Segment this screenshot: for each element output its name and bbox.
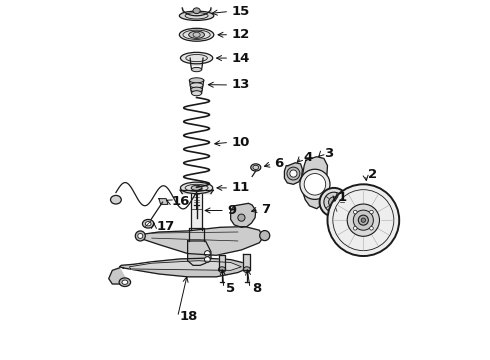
Ellipse shape: [189, 31, 204, 39]
Ellipse shape: [358, 215, 368, 225]
Ellipse shape: [287, 167, 300, 180]
Text: 5: 5: [226, 282, 235, 295]
Ellipse shape: [219, 267, 225, 273]
Ellipse shape: [192, 91, 201, 96]
Text: 11: 11: [231, 181, 249, 194]
Polygon shape: [302, 157, 327, 209]
Ellipse shape: [111, 195, 122, 204]
Ellipse shape: [143, 220, 154, 228]
Ellipse shape: [193, 8, 200, 14]
Text: 7: 7: [261, 203, 270, 216]
Ellipse shape: [353, 210, 373, 230]
Ellipse shape: [138, 233, 143, 238]
Ellipse shape: [238, 214, 245, 221]
Ellipse shape: [251, 164, 261, 171]
Text: 17: 17: [156, 220, 174, 233]
Text: 4: 4: [304, 151, 313, 164]
Ellipse shape: [190, 83, 203, 88]
Ellipse shape: [135, 231, 146, 241]
Polygon shape: [159, 199, 168, 204]
Polygon shape: [129, 261, 242, 270]
Text: 1: 1: [338, 191, 346, 204]
Ellipse shape: [191, 87, 202, 92]
Text: 13: 13: [231, 78, 250, 91]
Ellipse shape: [353, 210, 357, 214]
Ellipse shape: [191, 185, 202, 190]
Polygon shape: [191, 194, 202, 230]
Polygon shape: [180, 190, 213, 194]
Ellipse shape: [260, 230, 270, 240]
Ellipse shape: [190, 78, 204, 83]
Ellipse shape: [204, 257, 210, 262]
Ellipse shape: [122, 280, 128, 284]
Ellipse shape: [192, 67, 201, 72]
Ellipse shape: [347, 204, 379, 236]
Polygon shape: [190, 58, 203, 65]
Ellipse shape: [361, 218, 366, 222]
Text: 12: 12: [231, 28, 249, 41]
Ellipse shape: [369, 226, 373, 230]
Polygon shape: [109, 268, 126, 284]
Ellipse shape: [180, 182, 213, 194]
Text: 2: 2: [368, 168, 377, 181]
Ellipse shape: [290, 170, 297, 177]
Polygon shape: [120, 258, 248, 277]
Ellipse shape: [329, 197, 339, 208]
Polygon shape: [188, 241, 211, 265]
Ellipse shape: [353, 226, 357, 230]
Polygon shape: [189, 228, 204, 241]
Ellipse shape: [179, 11, 214, 21]
Polygon shape: [243, 253, 250, 270]
Ellipse shape: [304, 174, 326, 195]
Ellipse shape: [179, 28, 214, 41]
Ellipse shape: [300, 169, 330, 199]
Text: 9: 9: [227, 204, 236, 217]
Text: 14: 14: [231, 51, 250, 64]
Ellipse shape: [146, 222, 151, 226]
Ellipse shape: [327, 184, 399, 256]
Ellipse shape: [324, 192, 344, 212]
Text: 6: 6: [274, 157, 284, 170]
Ellipse shape: [180, 52, 213, 64]
Text: 3: 3: [324, 147, 333, 160]
Polygon shape: [137, 226, 263, 255]
Ellipse shape: [119, 278, 131, 287]
Polygon shape: [285, 163, 302, 184]
Ellipse shape: [369, 210, 373, 214]
Ellipse shape: [204, 251, 210, 256]
Polygon shape: [219, 255, 225, 270]
Text: 8: 8: [252, 282, 262, 295]
Text: 15: 15: [231, 5, 249, 18]
Ellipse shape: [319, 188, 348, 217]
Text: 16: 16: [172, 195, 190, 208]
Ellipse shape: [243, 267, 250, 273]
Polygon shape: [231, 203, 256, 227]
Text: 18: 18: [180, 310, 198, 324]
Text: 10: 10: [231, 136, 250, 149]
